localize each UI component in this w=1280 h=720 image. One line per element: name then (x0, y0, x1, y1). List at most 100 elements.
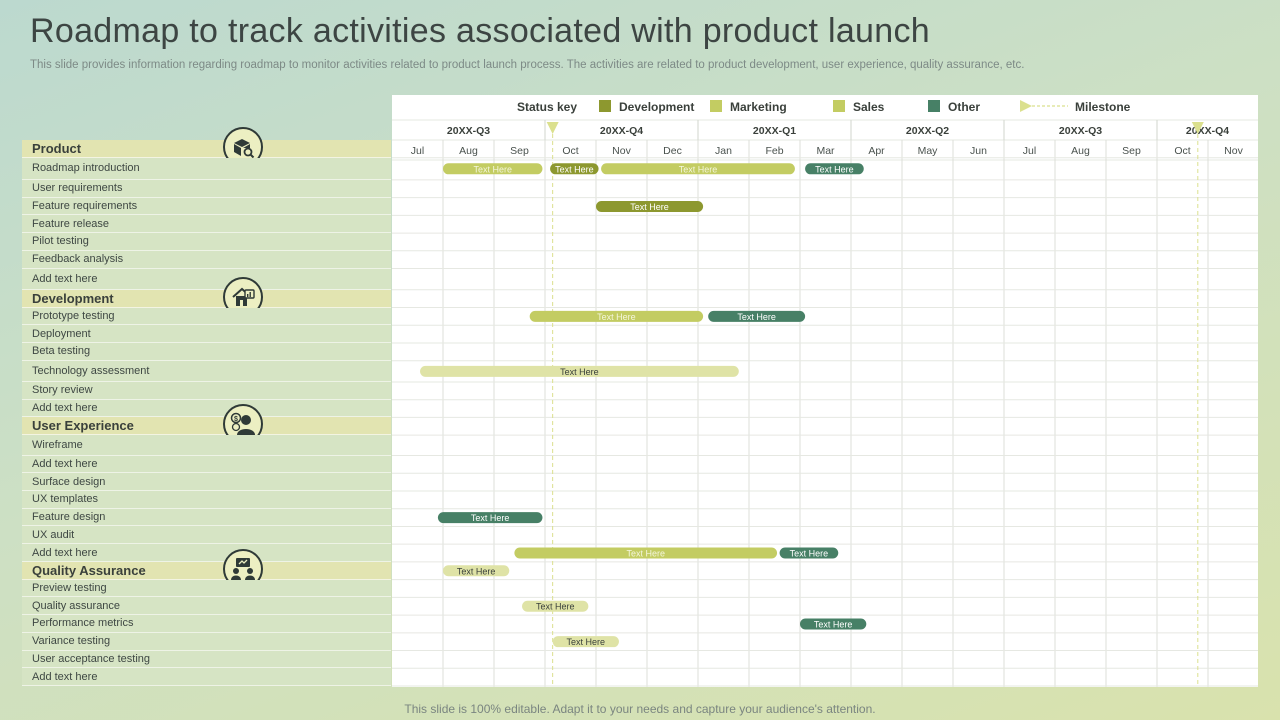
bar-label: Text Here (679, 164, 718, 174)
activity-row: UX templates (22, 491, 391, 509)
timeline-bar (552, 636, 619, 648)
activity-label: Feature release (32, 217, 110, 230)
milestone-legend-icon (1020, 100, 1032, 112)
activity-label: Add text here (32, 546, 98, 559)
page-title: Roadmap to track activities associated w… (30, 12, 930, 50)
activity-label: User acceptance testing (32, 652, 151, 665)
month-label: Apr (868, 145, 885, 157)
page-subtitle: This slide provides information regardin… (30, 59, 1025, 71)
activity-row: Add text here (22, 544, 391, 562)
timeline-bar (529, 310, 704, 322)
timeline-bar (443, 565, 510, 577)
activity-row: Quality assurance (22, 597, 391, 616)
timeline-bar (601, 163, 795, 175)
activity-label: Quality assurance (32, 599, 121, 612)
legend-swatch (833, 100, 845, 112)
activity-row: Add text here (22, 668, 391, 686)
legend-label: Marketing (730, 100, 787, 114)
timeline-bar (420, 365, 739, 377)
activity-row: Feature design (22, 508, 391, 527)
category-label: User Experience (32, 418, 134, 434)
timeline-bar (805, 163, 864, 175)
activity-label: UX audit (32, 528, 75, 541)
activity-label: Prototype testing (32, 309, 115, 322)
quarter-label: 20XX-Q4 (1186, 125, 1229, 137)
activity-label: Wireframe (32, 438, 83, 451)
legend-swatch (599, 100, 611, 112)
status-key-label: Status key (517, 100, 577, 114)
activity-row: Pilot testing (22, 233, 391, 251)
activity-label: UX templates (32, 493, 99, 506)
month-label: Oct (562, 145, 578, 157)
activity-row: Performance metrics (22, 615, 391, 633)
activity-label: User requirements (32, 182, 123, 195)
category-label: Quality Assurance (32, 562, 146, 578)
activity-row: Add text here (22, 455, 391, 474)
activity-label: Pilot testing (32, 235, 89, 248)
gantt-chart: Status key Development Marketing Sales Other… (392, 95, 1258, 687)
chart-background (392, 95, 1258, 687)
bar-label: Text Here (555, 164, 594, 174)
activity-label: Roadmap introduction (32, 162, 140, 175)
category-header: Quality Assurance (22, 561, 391, 580)
timeline-bar (514, 547, 778, 559)
month-label: Sep (1122, 145, 1141, 157)
month-label: Nov (612, 145, 631, 157)
month-label: May (918, 145, 939, 157)
bar-label: Text Here (815, 164, 854, 174)
month-label: Jan (715, 145, 732, 157)
legend-label: Milestone (1075, 100, 1131, 114)
bar-label: Text Here (790, 549, 829, 559)
month-label: Jul (411, 145, 424, 157)
activity-row: User requirements (22, 179, 391, 198)
legend-swatch (928, 100, 940, 112)
timeline-bar (779, 547, 839, 559)
activity-row: Beta testing (22, 342, 391, 361)
activity-label: Feature design (32, 511, 106, 524)
timeline-bar (550, 163, 599, 175)
activity-label: Beta testing (32, 345, 91, 358)
activity-label: Add text here (32, 272, 98, 285)
activity-row: Feature requirements (22, 197, 391, 216)
bar-label: Text Here (536, 602, 575, 612)
activity-row: Feature release (22, 215, 391, 234)
activity-row: Prototype testing (22, 307, 391, 326)
timeline-bar (443, 163, 543, 175)
milestone-marker (1191, 122, 1204, 134)
category-label: Development (32, 290, 114, 306)
category-header: Product (22, 140, 391, 158)
month-label: Aug (1071, 145, 1090, 157)
month-label: Jul (1023, 145, 1036, 157)
timeline-bar (437, 512, 543, 524)
legend-swatch (710, 100, 722, 112)
legend-label: Sales (853, 100, 885, 114)
activity-label: Add text here (32, 670, 98, 683)
bar-label: Text Here (471, 513, 510, 523)
category-header: Development (22, 289, 391, 308)
activity-label: Preview testing (32, 581, 107, 594)
quarter-label: 20XX-Q3 (1059, 125, 1102, 137)
bar-label: Text Here (814, 619, 853, 629)
month-label: Feb (765, 145, 783, 157)
month-label: Jun (970, 145, 987, 157)
legend-label: Other (948, 100, 980, 114)
timeline-bar (708, 310, 806, 322)
category-header: User Experience (22, 417, 391, 436)
quarter-label: 20XX-Q4 (600, 125, 643, 137)
activity-row: UX audit (22, 526, 391, 545)
activity-label: Story review (32, 384, 93, 397)
activity-row: Preview testing (22, 579, 391, 598)
timeline-bar (596, 200, 704, 212)
legend-label: Development (619, 100, 694, 114)
status-key: Status key Development Marketing Sales Other… (517, 100, 1131, 114)
bar-label: Text Here (626, 549, 665, 559)
activity-row: Story review (22, 381, 391, 400)
activity-label: Technology assessment (32, 364, 150, 377)
activity-label: Performance metrics (32, 617, 134, 630)
timeline-bar (522, 600, 589, 612)
activity-label: Deployment (32, 327, 91, 340)
milestone-marker (546, 122, 559, 134)
footer-note: This slide is 100% editable. Adapt it to… (404, 702, 876, 716)
activity-row: Feedback analysis (22, 250, 391, 269)
month-label: Mar (816, 145, 835, 157)
